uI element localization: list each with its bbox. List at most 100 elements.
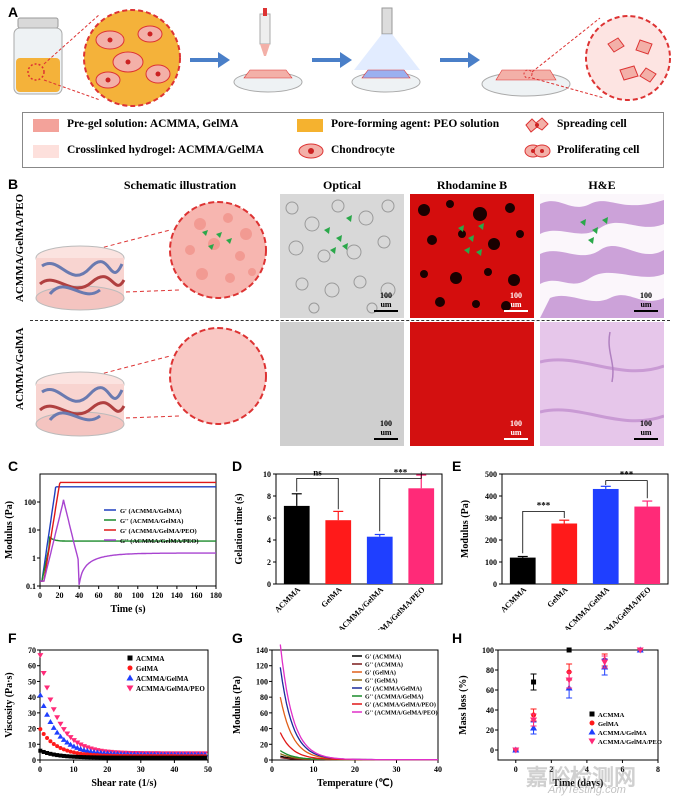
data-point xyxy=(122,755,127,760)
data-point xyxy=(75,751,80,756)
data-point xyxy=(54,729,61,735)
legend-entry: GelMA xyxy=(598,721,619,728)
y-tick-label: 100 xyxy=(482,646,494,655)
y-tick-label: 6 xyxy=(267,514,271,523)
he-image-gelma: 100 um xyxy=(540,322,664,446)
x-tick-label: 20 xyxy=(56,591,64,600)
pregel-swatch xyxy=(33,119,59,132)
data-point xyxy=(81,744,88,750)
data-point xyxy=(74,744,81,750)
x-tick-label: 50 xyxy=(204,765,212,774)
legend-marker xyxy=(127,655,133,661)
x-tick-label: 180 xyxy=(210,591,222,600)
series-line xyxy=(279,644,438,761)
x-tick-label: 60 xyxy=(95,591,103,600)
y-tick-label: 100 xyxy=(485,558,497,567)
data-point xyxy=(65,748,70,753)
data-point xyxy=(82,752,87,757)
panel-a-workflow-illustration xyxy=(13,7,671,107)
data-point xyxy=(54,715,61,721)
scale-label: 100 um xyxy=(510,419,522,437)
scale-label: 100 um xyxy=(640,291,652,309)
y-tick-label: 40 xyxy=(486,706,494,715)
x-tick-label: 40 xyxy=(170,765,178,774)
x-tick-label: 0 xyxy=(38,591,42,600)
data-point xyxy=(202,755,207,760)
data-point xyxy=(601,659,609,666)
legend-entry: G'' (ACMMA/GelMA) xyxy=(120,518,183,525)
data-point xyxy=(132,755,137,760)
data-point xyxy=(67,735,74,741)
data-point xyxy=(82,755,87,760)
data-point xyxy=(155,755,160,760)
x-tick-label: 40 xyxy=(434,765,442,774)
arrow-icon xyxy=(190,52,230,68)
legend-entry: ACMMA/GelMA/PEO xyxy=(136,685,205,693)
x-tick-label: 0 xyxy=(514,765,518,774)
y-tick-label: 20 xyxy=(260,740,268,749)
data-point xyxy=(81,747,88,753)
panel-d-letter: D xyxy=(232,458,243,474)
legend-entry: G'' (ACMMA/GelMA/PEO) xyxy=(365,710,437,717)
x-tick-label: 20 xyxy=(351,765,359,774)
y-tick-label: 10 xyxy=(28,526,36,535)
optical-image-peo: 100 um xyxy=(280,194,404,318)
x-axis-label: Shear rate (1/s) xyxy=(91,778,156,789)
data-point xyxy=(70,743,77,749)
data-point xyxy=(88,755,93,760)
y-tick-label: 30 xyxy=(28,709,36,718)
data-point xyxy=(51,752,56,757)
y-tick-label: 100 xyxy=(256,677,268,686)
data-point xyxy=(68,749,73,754)
data-point xyxy=(162,755,167,760)
col-schematic: Schematic illustration xyxy=(123,178,237,192)
data-point xyxy=(118,755,123,760)
y-tick-label: 0 xyxy=(264,756,268,765)
watermark-url: AnyTesting.com xyxy=(548,784,626,796)
data-point xyxy=(149,755,154,760)
legend-marker xyxy=(126,674,134,681)
legend-entry: G' (ACMMA/GelMA/PEO) xyxy=(120,528,197,535)
scale-label: 100 um xyxy=(380,291,392,309)
zoom-circle-pregel xyxy=(83,9,181,107)
x-tick-label: 10 xyxy=(310,765,318,774)
y-tick-label: 60 xyxy=(486,686,494,695)
series-line xyxy=(40,481,216,582)
scale-label: 100 um xyxy=(640,419,652,437)
x-tick-label: 10 xyxy=(70,765,78,774)
data-point xyxy=(51,741,56,746)
col-rhodamine: Rhodamine B xyxy=(436,178,508,192)
schematic-porous-hydrogel xyxy=(35,201,267,311)
data-point xyxy=(37,653,44,659)
plot-frame xyxy=(501,473,669,585)
data-point xyxy=(38,748,43,753)
data-point xyxy=(68,754,73,759)
data-point xyxy=(115,755,120,760)
y-tick-label: 10 xyxy=(28,740,36,749)
uv-crosslink-icon xyxy=(351,7,421,93)
category-label: ACMMA xyxy=(499,585,528,614)
rhodamine-image-peo: 100 um xyxy=(410,194,534,318)
data-point xyxy=(192,755,197,760)
legend-entry: G' (GelMA) xyxy=(365,670,396,677)
arrow-icon xyxy=(312,52,352,68)
data-point xyxy=(41,749,46,754)
y-tick-label: 40 xyxy=(28,693,36,702)
optical-image-gelma: 100 um xyxy=(280,322,404,446)
data-point xyxy=(152,755,157,760)
data-point xyxy=(98,755,103,760)
pore-swatch xyxy=(297,119,323,132)
data-point xyxy=(172,755,177,760)
data-point xyxy=(77,742,84,748)
viscosity-shear-chart: 0 10 20 30 40 50 0 10 20 30 40 50 60 70 ACMMA GelMA ACMM… xyxy=(4,646,212,789)
arrow-icon xyxy=(440,52,480,68)
row-divider xyxy=(30,320,670,321)
bar xyxy=(592,488,619,584)
data-point xyxy=(166,755,171,760)
data-point xyxy=(44,685,51,691)
legend-entry: ACMMA/GelMA xyxy=(598,730,647,737)
jar-icon xyxy=(13,17,63,95)
y-tick-label: 140 xyxy=(256,646,268,655)
data-point xyxy=(105,755,110,760)
